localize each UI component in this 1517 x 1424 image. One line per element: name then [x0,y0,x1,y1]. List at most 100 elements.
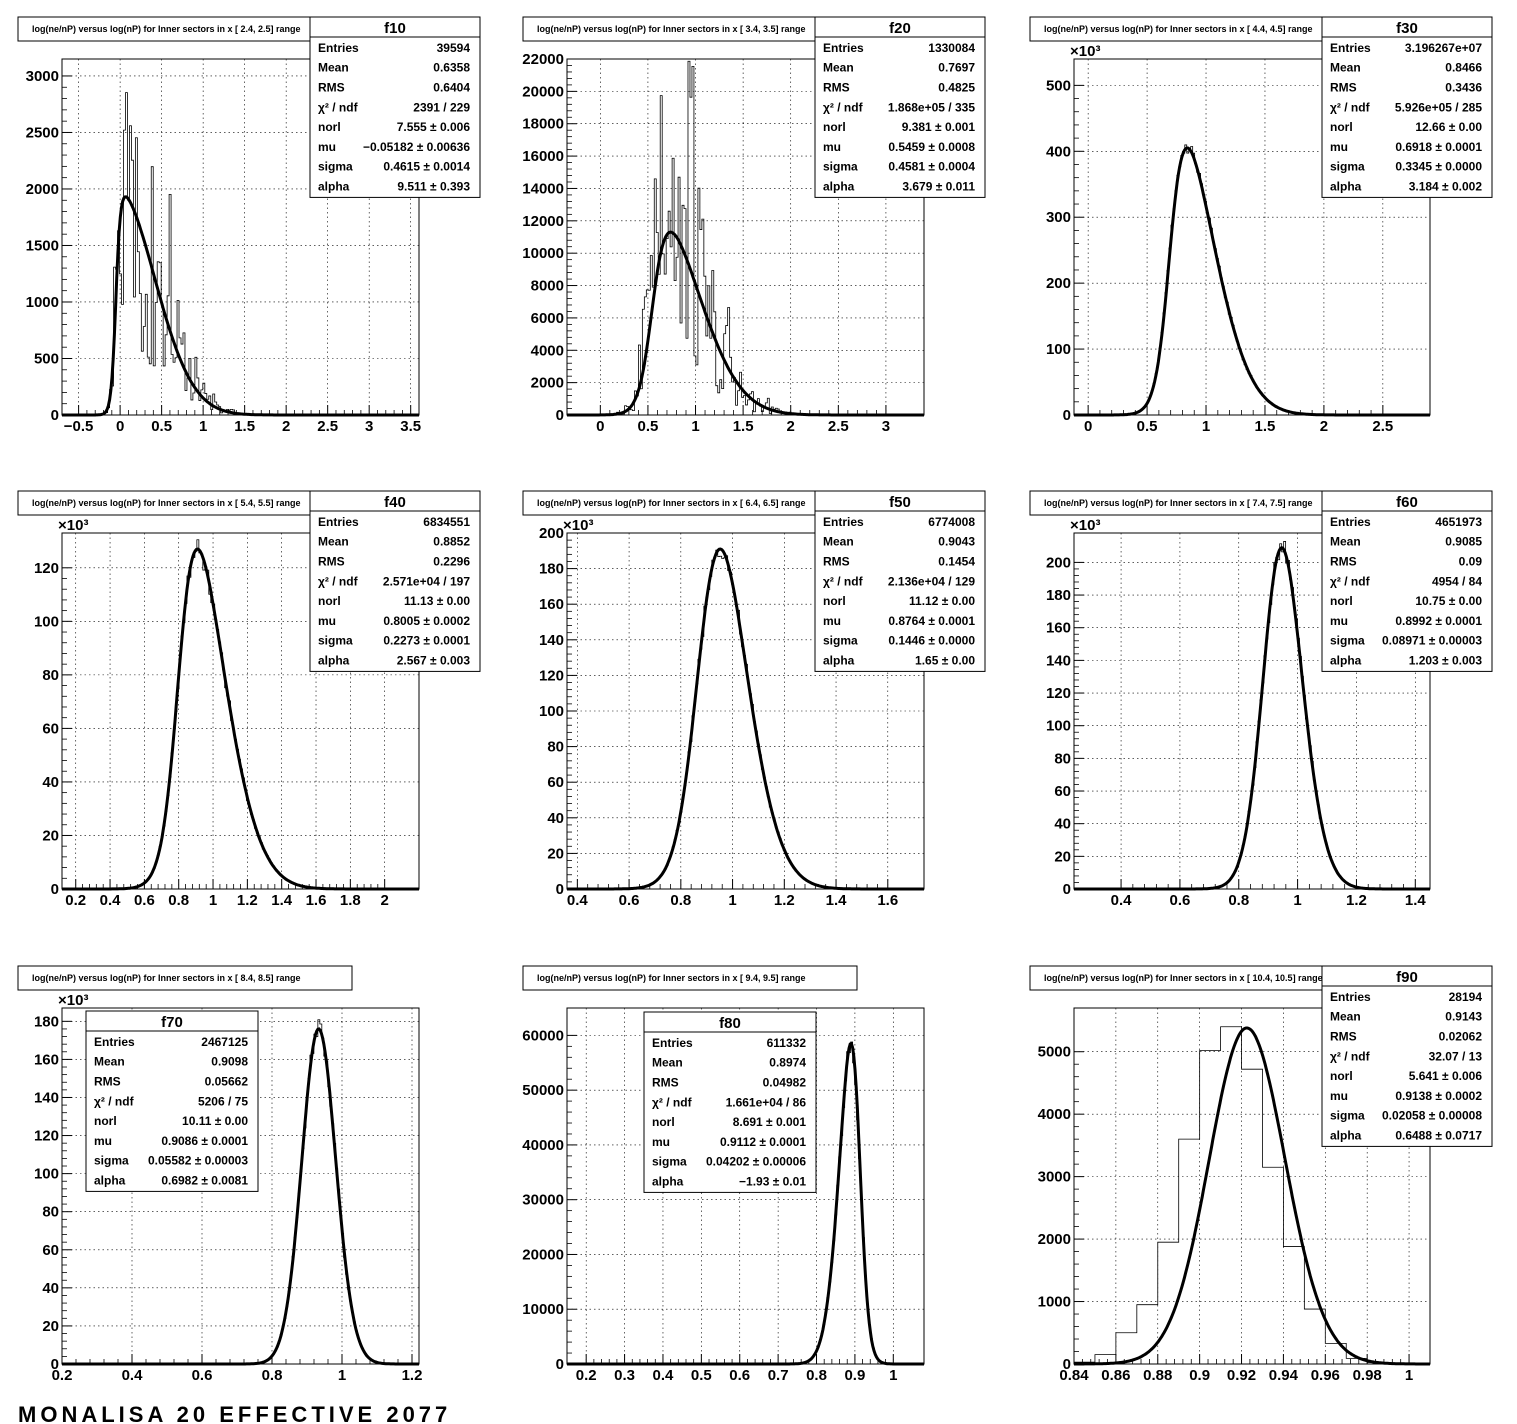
y-tick-label: 4000 [1038,1106,1071,1123]
histogram-pad-f90: 0.84 0.86 0.88 0.9 0.92 0.94 0.96 0.98 1 0 1000 200… [1029,965,1493,1384]
stats-value: 2.567 ± 0.003 [397,654,471,668]
y-tick-label: 40000 [522,1137,564,1154]
fit-curve [62,195,419,417]
y-tick-label: 40 [547,810,564,827]
stats-box-f60: f60 Entries 4651973 Mean 0.9085 RMS 0.09 χ² / n… [1321,490,1493,672]
stats-box-f70: f70 Entries 2467125 Mean 0.9098 RMS 0.05662 χ² … [85,1010,259,1192]
title-text: log(ne/nP) versus log(nP) for Inner sect… [32,24,301,34]
y-tick-label: 0 [1063,407,1071,424]
y-tick-label: 140 [1046,652,1071,669]
y-tick-label: 0 [556,407,564,424]
stats-name: f20 [889,20,911,37]
stats-label: Mean [823,61,854,75]
stats-value: 5206 / 75 [198,1094,248,1108]
stats-value: 1.661e+04 / 86 [726,1095,807,1109]
stats-value: 0.6358 [433,61,470,75]
histogram-title: log(ne/nP) versus log(nP) for Inner sect… [17,490,353,516]
stats-label: RMS [823,81,850,95]
stats-label: χ² / ndf [318,574,359,588]
stats-label: alpha [1330,1129,1362,1143]
stats-value: 9.381 ± 0.001 [902,120,976,134]
y-tick-label: 180 [34,1013,59,1030]
y-tick-label: 100 [34,613,59,630]
stats-value: 0.6918 ± 0.0001 [1395,140,1482,154]
x-tick-label: 0.4 [653,1367,675,1384]
y-tick-label: 160 [539,596,564,613]
fit-curve [567,547,924,891]
x-tick-label: 0.5 [151,418,172,435]
x-tick-label: 0.86 [1101,1367,1130,1384]
stats-label: sigma [1330,160,1365,174]
stats-box-f20: f20 Entries 1330084 Mean 0.7697 RMS 0.4825 χ² /… [814,16,986,198]
stats-name: f30 [1396,20,1418,37]
histogram-pad-f60: 0.4 0.6 0.8 1 1.2 1.4 0 20 40 60 80 100 120 140 160 180… [1029,490,1493,909]
stats-value: 0.1446 ± 0.0000 [888,634,975,648]
footer-text: MONALISA 20 EFFECTIVE 2077 [18,1402,451,1424]
histogram-title: log(ne/nP) versus log(nP) for Inner sect… [17,965,353,991]
stats-label: Entries [1330,990,1371,1004]
stats-value: 2.571e+04 / 197 [383,574,470,588]
x-tick-label: 1.5 [234,418,255,435]
y-tick-label: 0 [556,881,564,898]
stats-name: f80 [719,1015,741,1032]
stats-label: Mean [1330,535,1361,549]
x-tick-label: 0.4 [567,892,589,909]
stats-name: f50 [889,494,911,511]
stats-value: 4954 / 84 [1432,574,1482,588]
stats-label: RMS [1330,81,1357,95]
y-tick-label: 10000 [522,245,564,262]
stats-label: sigma [652,1155,687,1169]
stats-label: norl [1330,1069,1353,1083]
stats-value: 0.9098 [211,1055,248,1069]
stats-value: 2467125 [201,1035,248,1049]
stats-value: 0.4615 ± 0.0014 [383,160,470,174]
y-tick-label: 20 [547,845,564,862]
x-tick-label: 0.8 [670,892,691,909]
stats-value: 12.66 ± 0.00 [1415,120,1482,134]
y-tick-label: 40 [1054,816,1071,833]
stats-value: 0.2273 ± 0.0001 [383,634,470,648]
stats-label: norl [823,594,846,608]
x-tick-label: 2.5 [1372,418,1393,435]
stats-value: 39594 [437,41,471,55]
stats-value: 0.8992 ± 0.0001 [1395,614,1482,628]
y-tick-label: 0 [51,881,59,898]
stats-label: Mean [823,535,854,549]
y-tick-label: 100 [34,1166,59,1183]
histogram-pad-f20: 0 0.5 1 1.5 2 2.5 3 0 2000 4000 6000 8000 10000 12000… [522,16,986,435]
x-tick-label: 3.5 [400,418,421,435]
y-tick-label: 4000 [531,342,564,359]
x-tick-label: 0.6 [1169,892,1190,909]
stats-value: 0.04982 [763,1076,807,1090]
x-tick-label: 2 [787,418,795,435]
y-tick-label: 80 [1054,750,1071,767]
x-tick-label: 3 [882,418,890,435]
title-text: log(ne/nP) versus log(nP) for Inner sect… [1044,973,1323,983]
histogram-title: log(ne/nP) versus log(nP) for Inner sect… [1029,16,1365,42]
stats-value: 0.4581 ± 0.0004 [888,160,975,174]
y-tick-label: 80 [42,667,59,684]
stats-value: 0.02058 ± 0.00008 [1382,1109,1482,1123]
stats-label: Mean [318,535,349,549]
title-text: log(ne/nP) versus log(nP) for Inner sect… [537,973,806,983]
stats-label: Entries [1330,41,1371,55]
stats-label: mu [652,1135,670,1149]
x-tick-label: 1 [199,418,207,435]
y-tick-label: 14000 [522,180,564,197]
stats-name: f90 [1396,969,1418,986]
x-tick-label: 0 [116,418,124,435]
stats-label: RMS [318,81,345,95]
title-text: log(ne/nP) versus log(nP) for Inner sect… [32,973,301,983]
stats-value: 10.11 ± 0.00 [182,1114,248,1128]
x-tick-label: 0.6 [134,892,155,909]
x-tick-label: 0.6 [729,1367,750,1384]
y-tick-label: 120 [1046,685,1071,702]
stats-label: alpha [823,180,855,194]
stats-label: Entries [823,41,864,55]
stats-label: alpha [652,1175,684,1189]
stats-value: 0.8974 [769,1056,806,1070]
x-tick-label: 1 [691,418,699,435]
stats-value: 0.08971 ± 0.00003 [1382,634,1482,648]
y-tick-label: 5000 [1038,1044,1071,1061]
